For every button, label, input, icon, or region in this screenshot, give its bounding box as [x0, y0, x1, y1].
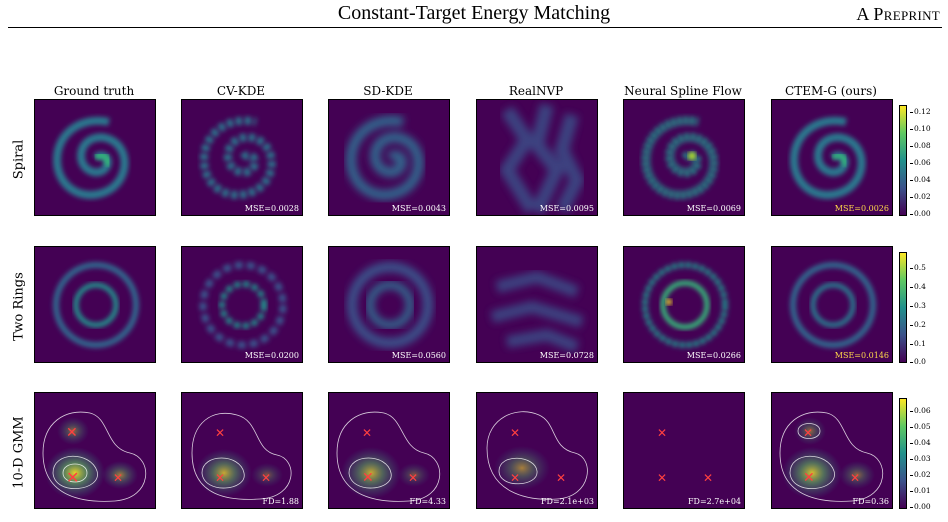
- metric-label: MSE=0.0028: [244, 204, 299, 213]
- metric-label: FD=4.33: [409, 497, 446, 506]
- svg-text:✕: ✕: [657, 471, 667, 485]
- panel-spiral-sd-kde: MSE=0.0043: [328, 99, 450, 216]
- svg-text:✕: ✕: [66, 425, 78, 441]
- header-preprint-label: A Preprint: [856, 4, 940, 24]
- header-rule: [8, 27, 942, 28]
- svg-text:✕: ✕: [215, 471, 225, 485]
- colorbar-spiral: [899, 105, 907, 216]
- panel-rings-neural-spline-flow: MSE=0.0266: [623, 246, 745, 363]
- panel-gmm-realnvp: ✕ ✕ ✕ FD=2.1e+03: [476, 392, 598, 509]
- metric-label: MSE=0.0200: [244, 351, 299, 360]
- panel-spiral-neural-spline-flow: MSE=0.0069: [623, 99, 745, 216]
- svg-text:✕: ✕: [657, 426, 667, 440]
- metric-label: FD=2.7e+04: [687, 497, 741, 506]
- panel-gmm-cv-kde: ✕ ✕ ✕ FD=1.88: [181, 392, 303, 509]
- panel-spiral-cv-kde: MSE=0.0028: [181, 99, 303, 216]
- metric-label: FD=2.1e+03: [540, 497, 594, 506]
- svg-text:✕: ✕: [261, 471, 271, 485]
- svg-text:✕: ✕: [510, 426, 520, 440]
- svg-text:✕: ✕: [850, 471, 860, 485]
- metric-label: MSE=0.0069: [686, 204, 741, 213]
- svg-text:✕: ✕: [215, 426, 225, 440]
- metric-label-best: MSE=0.0026: [834, 204, 889, 213]
- column-title-sd-kde: SD-KDE: [363, 84, 413, 98]
- metric-label: FD=1.88: [262, 497, 299, 506]
- svg-text:✕: ✕: [362, 426, 372, 440]
- column-title-ctem-g: CTEM-G (ours): [785, 84, 877, 98]
- metric-label: MSE=0.0266: [686, 351, 741, 360]
- panel-gmm-sd-kde: ✕ ✕ ✕ FD=4.33: [328, 392, 450, 509]
- metric-label: MSE=0.0043: [391, 204, 446, 213]
- colorbar-rings: [899, 252, 907, 363]
- svg-text:✕: ✕: [510, 471, 520, 485]
- panel-spiral-realnvp: MSE=0.0095: [476, 99, 598, 216]
- column-title-ground-truth: Ground truth: [53, 84, 135, 98]
- svg-text:✕: ✕: [362, 470, 374, 486]
- svg-text:✕: ✕: [113, 471, 123, 485]
- column-title-cv-kde: CV-KDE: [216, 84, 266, 98]
- svg-text:✕: ✕: [703, 471, 713, 485]
- svg-text:✕: ✕: [803, 470, 815, 486]
- row-label-10d-gmm: 10-D GMM: [11, 416, 27, 489]
- panel-rings-ground-truth: [34, 246, 156, 363]
- svg-text:✕: ✕: [803, 426, 813, 440]
- panel-spiral-ground-truth: [34, 99, 156, 216]
- column-title-realnvp: RealNVP: [508, 84, 564, 98]
- panel-rings-sd-kde: MSE=0.0560: [328, 246, 450, 363]
- header-title: Constant-Target Energy Matching: [337, 2, 611, 24]
- panel-rings-ctem-g: MSE=0.0146: [771, 246, 893, 363]
- panel-rings-cv-kde: MSE=0.0200: [181, 246, 303, 363]
- svg-text:✕: ✕: [408, 471, 418, 485]
- svg-text:✕: ✕: [556, 471, 566, 485]
- metric-label: MSE=0.0095: [539, 204, 594, 213]
- colorbar-gmm: [899, 398, 907, 509]
- row-label-two-rings: Two Rings: [11, 272, 27, 341]
- panel-gmm-neural-spline-flow: ✕ ✕ ✕ FD=2.7e+04: [623, 392, 745, 509]
- metric-label-best: MSE=0.0146: [834, 351, 889, 360]
- row-label-spiral: Spiral: [11, 139, 27, 180]
- metric-label: MSE=0.0728: [539, 351, 594, 360]
- panel-rings-realnvp: MSE=0.0728: [476, 246, 598, 363]
- panel-gmm-ground-truth: ✕ ✕ ✕: [34, 392, 156, 509]
- metric-label: MSE=0.0560: [391, 351, 446, 360]
- panel-spiral-ctem-g: MSE=0.0026: [771, 99, 893, 216]
- panel-gmm-ctem-g: ✕ ✕ ✕ FD=0.36: [771, 392, 893, 509]
- svg-text:✕: ✕: [66, 468, 79, 487]
- column-title-neural-spline-flow: Neural Spline Flow: [624, 84, 742, 98]
- metric-label: FD=0.36: [852, 497, 889, 506]
